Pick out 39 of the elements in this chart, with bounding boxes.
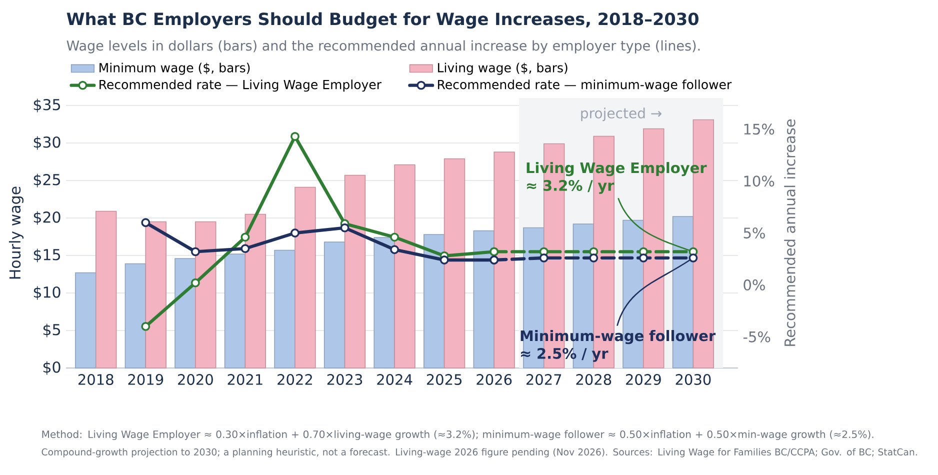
y2-axis-title: Recommended annual increase [784,119,796,346]
legend-label: Minimum wage ($, bars) [100,62,250,75]
legend-label: Living wage ($, bars) [438,62,568,75]
band-label: projected → [581,108,662,122]
x-tick-label: 2028 [576,374,612,386]
legend-label: Recommended rate — Living Wage Employer [100,80,382,92]
y2-tick-label: -5% [743,331,770,342]
y-tick-label: $30 [34,136,60,150]
x-tick-label: 2026 [476,374,512,386]
y-tick-label: $35 [34,98,60,112]
y2-tick-label: 15% [744,124,774,135]
y-tick-label: $10 [34,286,60,300]
y-tick-label: $25 [34,174,60,188]
x-tick-label: 2018 [78,374,114,386]
y-axis-title: Hourly wage [8,186,24,279]
y2-tick-label: 0% [744,279,765,290]
y2-tick-label: 10% [744,176,774,187]
text: Compound-growth projection to 2030; a planning heuristic, not a forecast. Living-wage 2026 figure pending (Nov 2026). Sources: Living Wage for Families BC/CCPA; Gov. of BC; StatCan. [42,448,917,458]
x-tick-label: 2020 [178,374,213,386]
y-tick-label: $20 [34,211,60,225]
legend-label: Recommended rate — minimum-wage follower [438,80,732,92]
annotation: Living Wage Employer ≈ 3.2% / yr [526,162,707,194]
x-tick-label: 2029 [626,374,661,386]
y2-tick-label: 5% [744,228,765,238]
annotation: Minimum-wage follower ≈ 2.5% / yr [520,330,716,362]
x-tick-label: 2027 [526,374,562,386]
chart-title: What BC Employers Should Budget for Wage Increases, 2018–2030 [66,12,698,29]
y-tick-label: $0 [43,361,60,375]
y-tick-label: $5 [43,324,60,338]
x-tick-label: 2030 [676,374,711,386]
x-tick-label: 2019 [128,374,164,386]
x-tick-label: 2021 [228,374,262,386]
x-tick-label: 2023 [327,374,362,386]
x-tick-label: 2024 [377,374,412,386]
x-tick-label: 2025 [426,374,462,386]
x-tick-label: 2022 [278,374,312,386]
text: Method: Living Wage Employer ≈ 0.30×inflation + 0.70×living-wage growth (≈3.2%); minimum-wage follower ≈ 0.50×inflation + 0.50×min-wage growth (≈2.5%). [42,430,874,440]
chart-subtitle: Wage levels in dollars (bars) and the recommended annual increase by employer type (lines). [66,40,700,54]
y-tick-label: $15 [34,248,60,262]
